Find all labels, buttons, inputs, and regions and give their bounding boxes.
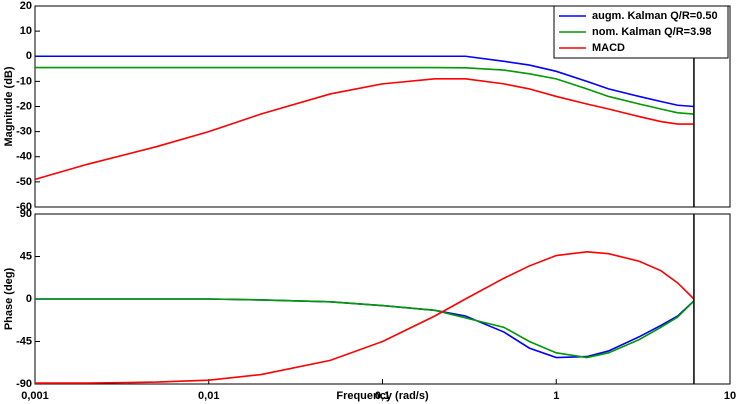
data-line — [35, 55, 694, 108]
y-tick-label: -20 — [16, 100, 32, 112]
y-tick-label: 45 — [20, 250, 32, 262]
y-tick-label: -50 — [16, 176, 32, 188]
x-tick-label: 0,01 — [198, 390, 219, 402]
x-tick-label: 0,001 — [21, 390, 49, 402]
y-tick-label: -40 — [16, 151, 32, 163]
y-tick-label: -90 — [16, 378, 32, 390]
data-line — [34, 78, 694, 181]
y-tick-label: -10 — [16, 75, 32, 87]
x-tick-label: 10 — [724, 390, 736, 402]
y-axis-label: Magnitude (dB) — [3, 66, 15, 146]
legend-label: nom. Kalman Q/R=3.98 — [592, 26, 712, 38]
y-tick-label: -30 — [16, 126, 32, 138]
y-axis-label: Phase (deg) — [3, 267, 15, 330]
legend-label: augm. Kalman Q/R=0.50 — [592, 10, 718, 22]
y-tick-label: 90 — [20, 208, 32, 220]
y-tick-label: 10 — [20, 25, 32, 37]
y-tick-label: -45 — [16, 335, 32, 347]
y-tick-label: -60 — [16, 201, 32, 213]
data-line — [35, 66, 694, 115]
x-tick-label: 1 — [553, 390, 559, 402]
y-tick-label: 20 — [20, 0, 32, 12]
x-tick-label: 0,1 — [375, 390, 390, 402]
data-line — [35, 250, 695, 384]
x-axis-label: Frequency (rad/s) — [336, 390, 429, 402]
legend-label: MACD — [592, 42, 625, 54]
y-tick-label: 0 — [26, 293, 32, 305]
data-line — [35, 298, 695, 359]
y-tick-label: 0 — [26, 50, 32, 62]
